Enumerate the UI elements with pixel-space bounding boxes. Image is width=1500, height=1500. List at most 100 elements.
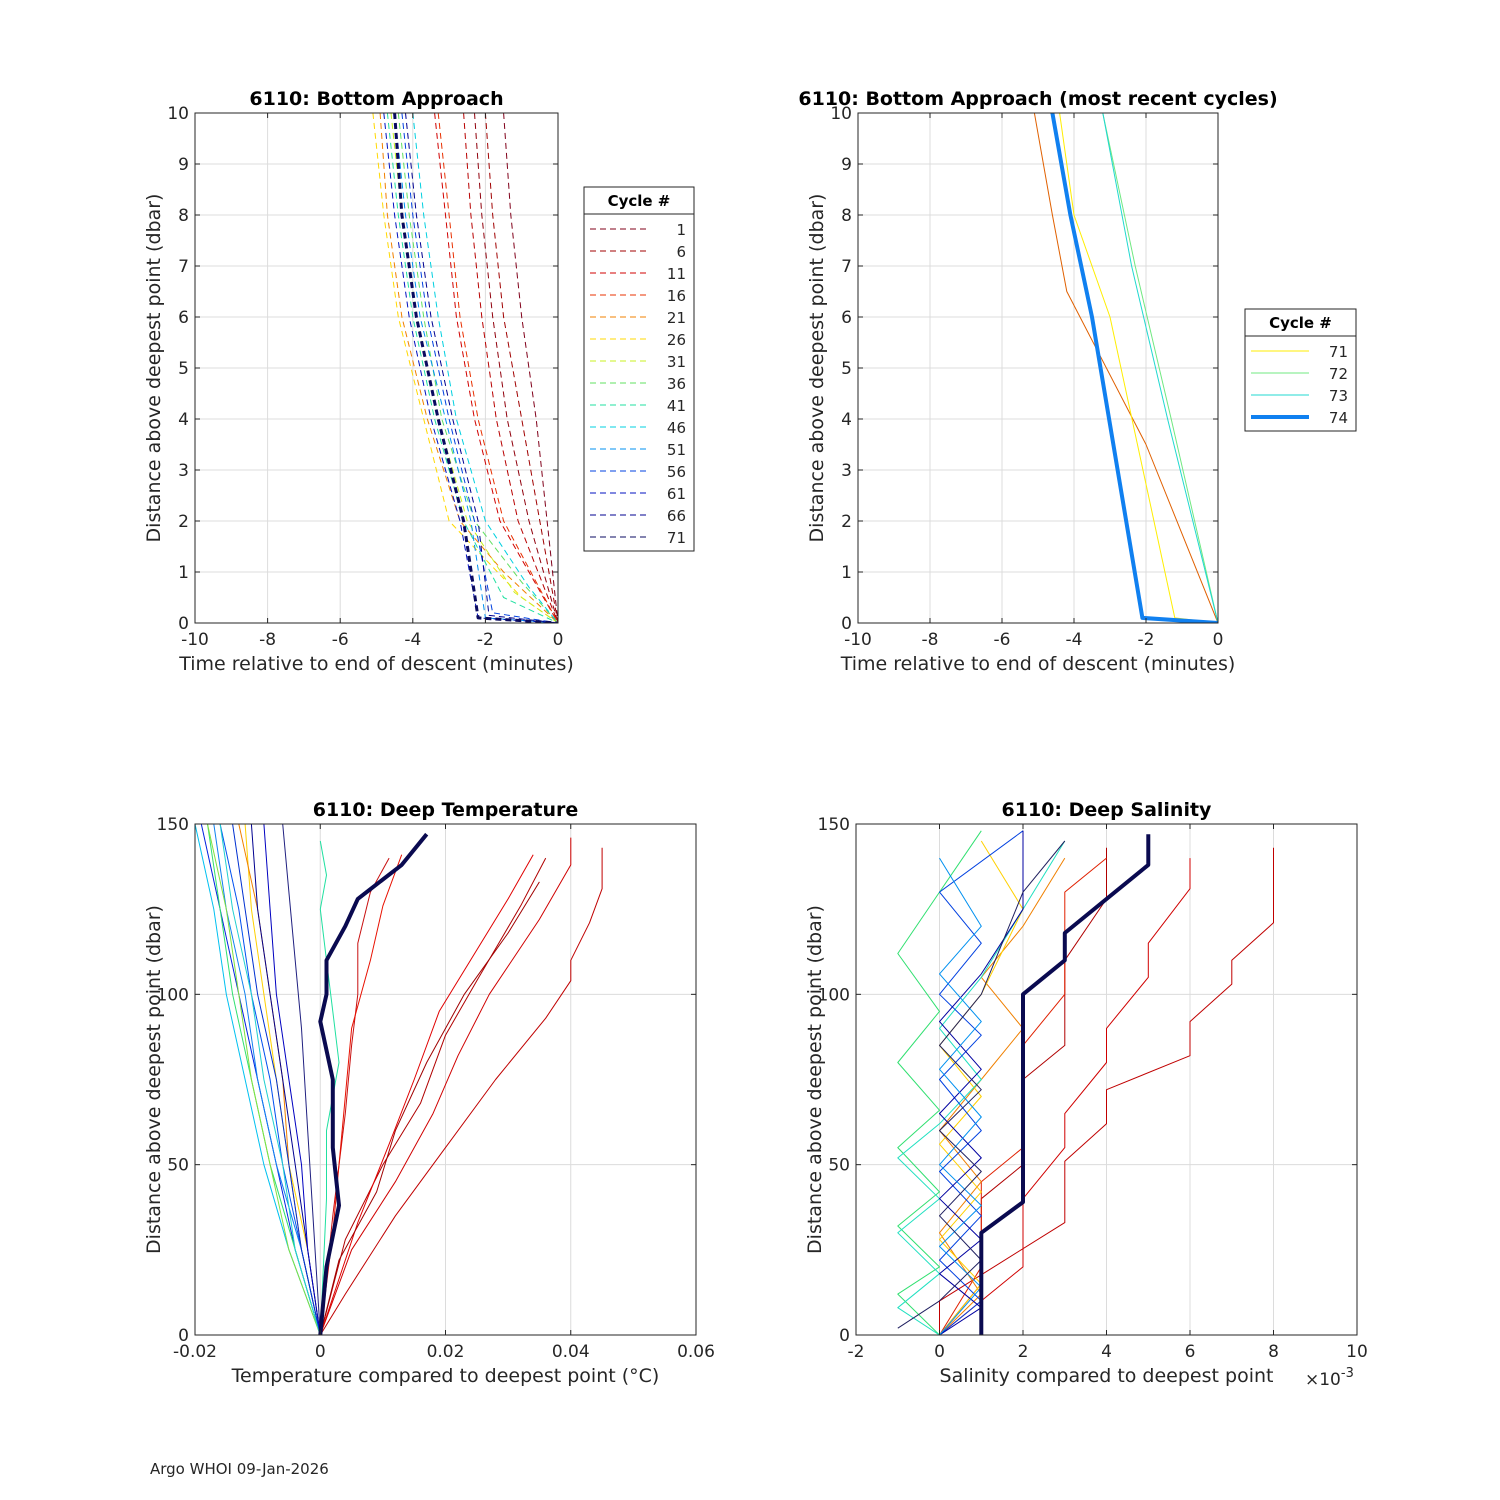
legend-label: 21 (667, 309, 686, 327)
y-axis-label: Distance above deepest point (dbar) (143, 905, 165, 1254)
x-tick-label: 0 (315, 1342, 326, 1362)
series-group (1033, 113, 1218, 623)
legend-box (1244, 308, 1357, 432)
series-line-6 (484, 113, 558, 623)
x-tick-label: 0.02 (427, 1342, 465, 1362)
y-tick-label: 0 (839, 1326, 850, 1346)
series-line-k (939, 857, 982, 1335)
y-tick-label: 100 (157, 985, 189, 1005)
legend-label: 61 (667, 485, 686, 503)
series-line-8 (463, 113, 558, 623)
legend-title: Cycle # (1269, 314, 1332, 332)
series-line-21 (379, 113, 558, 623)
legend-label: 46 (667, 419, 686, 437)
series-line-46 (412, 113, 558, 623)
y-axis-label: Distance above deepest point (dbar) (806, 194, 828, 543)
y-tick-label: 4 (178, 410, 189, 430)
x-axis-label: Time relative to end of descent (minutes… (840, 653, 1236, 675)
series-line-l (897, 840, 1066, 1329)
legend-label: 11 (667, 265, 686, 283)
y-tick-label: 5 (841, 359, 852, 379)
x-tick-label: -10 (844, 630, 872, 650)
x-tick-label: -2 (477, 630, 494, 650)
legend-label: 71 (1329, 343, 1348, 361)
y-tick-label: 10 (167, 104, 189, 124)
series-line-b10 (263, 824, 321, 1335)
series-line-j (939, 830, 1024, 1335)
y-tick-label: 9 (178, 155, 189, 175)
y-tick-label: 8 (841, 206, 852, 226)
x-axis-label: Temperature compared to deepest point (°… (231, 1365, 660, 1387)
series-line-b9 (207, 824, 321, 1335)
x-tick-label: -0.02 (173, 1342, 217, 1362)
footer-credit: Argo WHOI 09-Jan-2026 (150, 1460, 329, 1478)
x-tick-label: 0 (553, 630, 564, 650)
series-line-16 (437, 113, 558, 623)
series-line-b (939, 858, 1191, 1335)
y-tick-label: 4 (841, 410, 852, 430)
series-line-e (319, 881, 540, 1335)
y-tick-label: 5 (178, 359, 189, 379)
series-line-b12 (232, 824, 321, 1335)
x-tick-label: 6 (1185, 1342, 1196, 1362)
series-line-a (939, 847, 1274, 1335)
x-tick-label: -10 (181, 630, 209, 650)
x-axis-label: Time relative to end of descent (minutes… (178, 653, 574, 675)
x-tick-label: 0 (934, 1342, 945, 1362)
series-line-74 (979, 834, 1151, 1335)
x-tick-label: 2 (1018, 1342, 1029, 1362)
y-tick-label: 6 (841, 308, 852, 328)
y-tick-label: 3 (178, 461, 189, 481)
legend-label: 56 (667, 463, 686, 481)
y-tick-label: 1 (841, 563, 852, 583)
series-line-f (319, 857, 390, 1335)
series-line-b (319, 837, 572, 1335)
x-tick-label: -2 (848, 1342, 865, 1362)
series-group (897, 830, 1274, 1335)
series-group (195, 824, 603, 1335)
chart-title: 6110: Deep Salinity (1002, 799, 1213, 821)
series-line-70 (1033, 113, 1218, 623)
series-line-d (319, 854, 534, 1335)
y-tick-label: 2 (178, 512, 189, 532)
series-line-1 (503, 113, 558, 623)
y-tick-label: 9 (841, 155, 852, 175)
legend-label: 66 (667, 507, 686, 525)
legend-label: 6 (676, 243, 686, 261)
series-line-b11 (219, 824, 321, 1335)
chart-title: 6110: Deep Temperature (313, 799, 579, 821)
y-tick-label: 7 (841, 257, 852, 277)
series-line-36 (397, 113, 558, 623)
y-tick-label: 8 (178, 206, 189, 226)
y-tick-label: 150 (818, 815, 850, 835)
x-tick-label: -4 (404, 630, 421, 650)
y-axis-label: Distance above deepest point (dbar) (143, 194, 165, 543)
legend-label: 36 (667, 375, 686, 393)
legend-title: Cycle # (608, 192, 671, 210)
x-tick-label: -6 (994, 630, 1011, 650)
y-tick-label: 3 (841, 461, 852, 481)
y-tick-label: 50 (828, 1156, 850, 1176)
y-tick-label: 150 (157, 815, 189, 835)
legend-label: 73 (1329, 387, 1348, 405)
series-line-74 (1050, 113, 1218, 623)
series-line-41 (386, 113, 558, 623)
series-group (372, 113, 558, 623)
x-tick-label: 8 (1268, 1342, 1279, 1362)
series-line-11 (434, 113, 558, 623)
x-tick-label: 0.04 (552, 1342, 590, 1362)
y-tick-label: 0 (178, 1326, 189, 1346)
legend-label: 1 (676, 221, 686, 239)
x-tick-label: -8 (259, 630, 276, 650)
legend-box (583, 186, 695, 552)
y-axis-label: Distance above deepest point (dbar) (804, 905, 826, 1254)
y-tick-label: 10 (830, 104, 852, 124)
legend-label: 51 (667, 441, 686, 459)
y-tick-label: 100 (818, 985, 850, 1005)
chart-title: 6110: Bottom Approach (249, 88, 503, 110)
y-tick-label: 50 (167, 1156, 189, 1176)
legend-label: 72 (1329, 365, 1348, 383)
